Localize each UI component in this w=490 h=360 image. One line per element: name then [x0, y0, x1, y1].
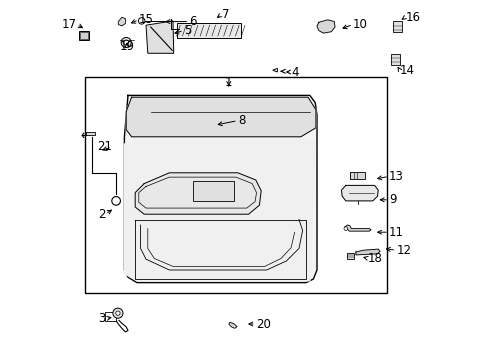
- Text: 4: 4: [292, 66, 299, 78]
- Text: 19: 19: [120, 40, 134, 53]
- Text: 17: 17: [62, 18, 76, 31]
- Text: 12: 12: [396, 244, 411, 257]
- Circle shape: [344, 227, 347, 230]
- Text: 15: 15: [139, 13, 154, 26]
- Text: 14: 14: [400, 64, 415, 77]
- Polygon shape: [126, 97, 316, 137]
- Polygon shape: [135, 173, 261, 214]
- Text: 10: 10: [353, 18, 368, 31]
- Text: 18: 18: [368, 252, 383, 265]
- Bar: [393, 21, 402, 32]
- Bar: [350, 172, 365, 179]
- Bar: [193, 181, 234, 201]
- Bar: [85, 77, 387, 293]
- Text: 21: 21: [97, 140, 112, 153]
- Text: 6: 6: [189, 15, 196, 28]
- Circle shape: [121, 37, 131, 48]
- Circle shape: [139, 18, 145, 24]
- Text: 1: 1: [225, 76, 233, 89]
- Bar: [391, 54, 400, 65]
- Text: 2: 2: [98, 208, 105, 221]
- Polygon shape: [342, 185, 378, 201]
- Text: 8: 8: [238, 114, 245, 127]
- Text: 5: 5: [184, 24, 191, 37]
- Bar: [176, 23, 242, 38]
- Bar: [86, 132, 95, 135]
- Text: 9: 9: [389, 193, 396, 206]
- Polygon shape: [229, 322, 237, 328]
- Polygon shape: [124, 140, 315, 281]
- Text: 16: 16: [405, 11, 420, 24]
- Polygon shape: [118, 17, 125, 26]
- Text: 20: 20: [256, 318, 270, 330]
- Text: 3: 3: [98, 312, 106, 325]
- Bar: [79, 31, 90, 40]
- Text: 7: 7: [221, 8, 229, 21]
- Polygon shape: [356, 249, 380, 255]
- Circle shape: [113, 308, 123, 318]
- Polygon shape: [273, 68, 277, 72]
- Circle shape: [116, 311, 120, 315]
- Polygon shape: [317, 20, 335, 33]
- Polygon shape: [146, 21, 174, 53]
- Bar: [346, 253, 354, 259]
- Text: 11: 11: [389, 226, 404, 239]
- Polygon shape: [345, 225, 371, 231]
- Bar: [105, 312, 116, 321]
- Text: 13: 13: [389, 170, 404, 183]
- Polygon shape: [124, 95, 317, 283]
- Circle shape: [112, 197, 121, 205]
- Circle shape: [123, 40, 129, 45]
- Bar: [80, 32, 88, 39]
